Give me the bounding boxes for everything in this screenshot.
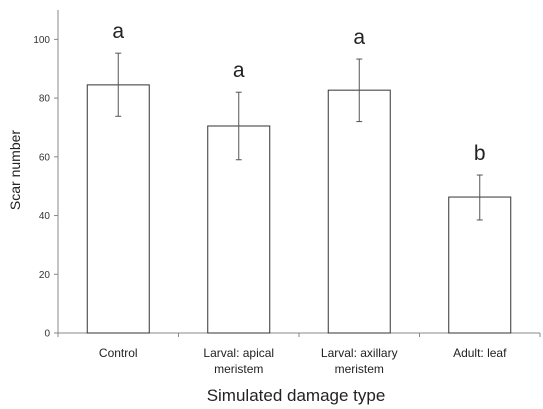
x-axis-title: Simulated damage type xyxy=(207,386,386,405)
category-label-line: Adult: leaf xyxy=(453,346,507,360)
y-tick-label: 60 xyxy=(39,152,51,163)
significance-letters-group: a a a b xyxy=(112,20,485,165)
bar xyxy=(86,84,150,334)
bar xyxy=(327,89,391,334)
category-label-line: meristem xyxy=(214,362,263,376)
category-label: Adult: leaf xyxy=(453,346,507,360)
error-bars-group xyxy=(115,52,483,221)
bars-group xyxy=(86,84,512,334)
y-tick-label: 80 xyxy=(39,94,51,105)
category-label-line: Control xyxy=(99,346,138,360)
category-label: Control xyxy=(99,346,138,360)
y-tick-label: 0 xyxy=(44,329,50,340)
significance-letter: a xyxy=(353,26,365,49)
category-label: Larval: apical meristem xyxy=(203,346,274,376)
category-label-line: Larval: axillary xyxy=(321,346,398,360)
significance-letter: a xyxy=(233,59,245,82)
category-label-line: Larval: apical xyxy=(203,346,274,360)
y-tick-label: 20 xyxy=(39,270,51,281)
significance-letter: b xyxy=(474,142,486,165)
y-axis-title: Scar number xyxy=(7,130,23,210)
y-tick-label: 100 xyxy=(33,35,50,46)
y-tick-label: 40 xyxy=(39,211,51,222)
category-label-line: meristem xyxy=(335,362,384,376)
bar xyxy=(207,125,271,334)
category-label: Larval: axillary meristem xyxy=(321,346,398,376)
significance-letter: a xyxy=(112,20,124,43)
